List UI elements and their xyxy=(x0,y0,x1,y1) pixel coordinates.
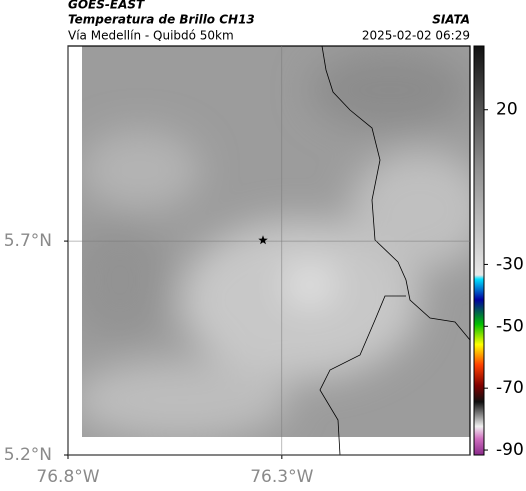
border xyxy=(319,295,406,456)
colorbar-label: -70 xyxy=(496,378,524,398)
y-tick-label: 5.7°N xyxy=(4,231,52,251)
title: GOES-EAST xyxy=(68,0,145,12)
satellite-image xyxy=(82,46,470,437)
location-marker xyxy=(258,235,268,245)
x-tick-label: 76.3°W xyxy=(250,467,313,487)
colorbar xyxy=(473,45,485,456)
x-tick-label: 76.8°W xyxy=(36,467,99,487)
subtitle: Temperatura de Brillo CH13 xyxy=(68,13,255,27)
colorbar-label: -50 xyxy=(496,316,524,336)
region: Vía Medellín - Quibdó 50km xyxy=(68,29,234,43)
border xyxy=(321,45,471,341)
datetime: 2025-02-02 06:29 xyxy=(362,29,470,43)
colorbar-label: 20 xyxy=(496,100,518,120)
colorbar-label: -90 xyxy=(496,440,524,460)
y-tick-label: 5.2°N xyxy=(4,445,52,465)
colorbar-label: -30 xyxy=(496,254,524,274)
source: SIATA xyxy=(432,13,470,27)
